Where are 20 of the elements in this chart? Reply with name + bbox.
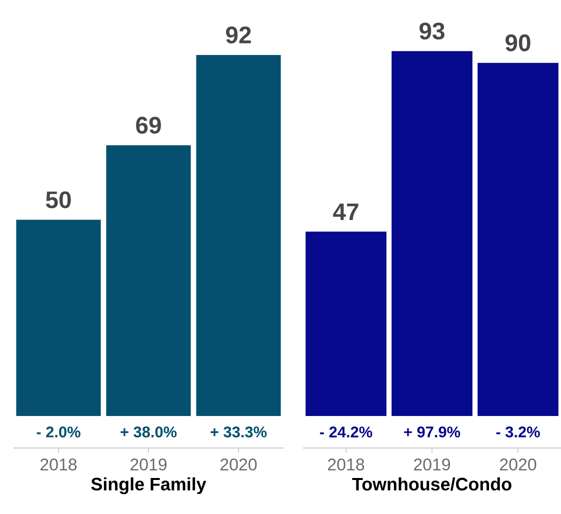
x-tick-label: 2018 [328,458,364,471]
text: + 97.9% [404,426,460,438]
data-label: 69 [136,116,161,134]
data-label: 93 [420,22,444,40]
x-axis-title: Single Family [91,477,206,494]
data-label: 90 [506,34,530,52]
text: - 3.2% [496,426,540,438]
text: - 24.2% [320,426,372,438]
x-tick-label: 2019 [414,458,450,471]
text: + 33.3% [210,426,267,438]
x-tick-label: 2020 [220,458,257,471]
x-axis-title: Townhouse/Condo [352,477,512,491]
data-label: 47 [333,204,358,220]
data-label: 92 [226,26,251,44]
x-tick-label: 2018 [40,458,77,471]
x-tick-label: 2020 [500,458,536,471]
text: - 2.0% [36,426,80,438]
data-label: 50 [46,191,71,208]
x-tick-label: 2019 [130,458,167,471]
text: + 38.0% [120,426,177,438]
